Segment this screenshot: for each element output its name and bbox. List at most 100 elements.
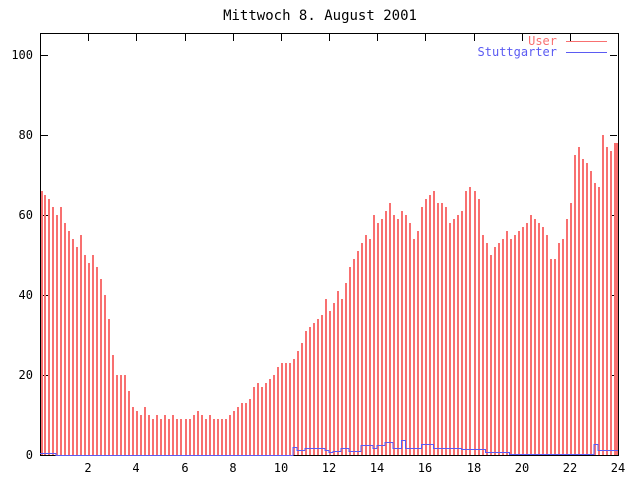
user-bar bbox=[457, 215, 459, 455]
user-bar bbox=[369, 239, 371, 455]
user-bar bbox=[357, 251, 359, 455]
user-bar bbox=[333, 303, 335, 455]
x-axis-tick bbox=[618, 448, 619, 455]
user-bar bbox=[478, 199, 480, 455]
user-bar bbox=[156, 415, 158, 455]
user-bar bbox=[610, 151, 612, 455]
x-axis-tick-label: 18 bbox=[466, 461, 482, 475]
x-axis-tick-top bbox=[618, 34, 619, 41]
legend-label-stuttgarter: Stuttgarter bbox=[477, 45, 557, 59]
user-bar bbox=[461, 211, 463, 455]
user-bar bbox=[205, 419, 207, 455]
user-bar bbox=[413, 239, 415, 455]
user-bar bbox=[409, 223, 411, 455]
user-bar bbox=[469, 187, 471, 455]
user-bar bbox=[606, 147, 608, 455]
user-bar bbox=[172, 415, 174, 455]
x-axis-tick-label: 6 bbox=[181, 461, 189, 475]
y-axis-tick-right bbox=[610, 215, 617, 216]
user-bar bbox=[401, 211, 403, 455]
x-axis-tick-label: 2 bbox=[84, 461, 92, 475]
user-bar bbox=[558, 243, 560, 455]
user-bar bbox=[337, 291, 339, 455]
stuttgarter-line-path bbox=[40, 439, 618, 456]
legend-item-stuttgarter: Stuttgarter bbox=[477, 45, 607, 59]
user-bar bbox=[152, 419, 154, 455]
x-axis-tick-top bbox=[425, 34, 426, 41]
x-axis-tick-top bbox=[329, 34, 330, 41]
user-bar bbox=[518, 231, 520, 455]
x-axis-tick-top bbox=[570, 34, 571, 41]
y-axis-tick-right bbox=[610, 295, 617, 296]
user-bar bbox=[566, 219, 568, 455]
user-bar bbox=[88, 263, 90, 455]
user-bar bbox=[140, 415, 142, 455]
chart-title: Mittwoch 8. August 2001 bbox=[223, 8, 417, 24]
user-bar bbox=[76, 247, 78, 455]
user-bar bbox=[598, 187, 600, 455]
user-bar bbox=[201, 415, 203, 455]
user-bar bbox=[602, 135, 604, 455]
user-bar bbox=[546, 235, 548, 455]
user-bar bbox=[249, 399, 251, 455]
y-axis-tick-right bbox=[610, 375, 617, 376]
user-bar bbox=[160, 419, 162, 455]
x-axis-tick-top bbox=[522, 34, 523, 41]
user-bar bbox=[534, 219, 536, 455]
user-bar bbox=[574, 155, 576, 455]
x-axis-tick-label: 16 bbox=[417, 461, 433, 475]
y-axis-tick-right bbox=[610, 135, 617, 136]
user-bar bbox=[60, 207, 62, 455]
user-bar bbox=[80, 235, 82, 455]
user-bar bbox=[582, 159, 584, 455]
user-bar bbox=[128, 391, 130, 455]
x-axis-tick-label: 12 bbox=[321, 461, 337, 475]
user-bar bbox=[277, 367, 279, 455]
user-bar bbox=[176, 419, 178, 455]
y-axis-tick bbox=[41, 135, 48, 136]
user-bar bbox=[437, 203, 439, 455]
y-axis-tick-label: 0 bbox=[25, 448, 33, 462]
x-axis-tick-top bbox=[281, 34, 282, 41]
user-bar bbox=[554, 259, 556, 455]
x-axis-tick-top bbox=[233, 34, 234, 41]
user-bar bbox=[425, 199, 427, 455]
user-bar bbox=[257, 383, 259, 455]
user-bar bbox=[108, 319, 110, 455]
user-bar bbox=[562, 239, 564, 455]
y-axis-tick-right bbox=[610, 455, 617, 456]
user-bar bbox=[510, 239, 512, 455]
user-bar bbox=[265, 383, 267, 455]
y-axis-tick-label: 40 bbox=[18, 288, 33, 302]
legend: User Stuttgarter bbox=[477, 34, 607, 59]
user-bar bbox=[329, 311, 331, 455]
x-axis-tick-top bbox=[136, 34, 137, 41]
user-bar bbox=[48, 199, 50, 455]
user-bar bbox=[237, 407, 239, 455]
user-bar bbox=[486, 243, 488, 455]
user-bar bbox=[213, 419, 215, 455]
user-bar bbox=[421, 207, 423, 455]
x-axis-tick-top bbox=[377, 34, 378, 41]
user-bar bbox=[377, 223, 379, 455]
user-bar bbox=[217, 419, 219, 455]
user-bar bbox=[164, 415, 166, 455]
legend-label-user: User bbox=[528, 34, 557, 48]
y-axis-tick-label: 80 bbox=[18, 128, 33, 142]
user-bar bbox=[309, 327, 311, 455]
user-bar bbox=[429, 195, 431, 455]
user-bar bbox=[465, 191, 467, 455]
y-axis-tick-right bbox=[610, 55, 617, 56]
user-bar bbox=[245, 403, 247, 455]
user-bar bbox=[116, 375, 118, 455]
user-bar bbox=[341, 299, 343, 455]
x-axis-tick-label: 24 bbox=[610, 461, 626, 475]
user-bar bbox=[345, 283, 347, 455]
user-bar bbox=[285, 363, 287, 455]
user-bar bbox=[317, 319, 319, 455]
user-bar bbox=[289, 363, 291, 455]
user-bar bbox=[506, 231, 508, 455]
user-bar bbox=[321, 315, 323, 455]
user-bar bbox=[112, 355, 114, 455]
